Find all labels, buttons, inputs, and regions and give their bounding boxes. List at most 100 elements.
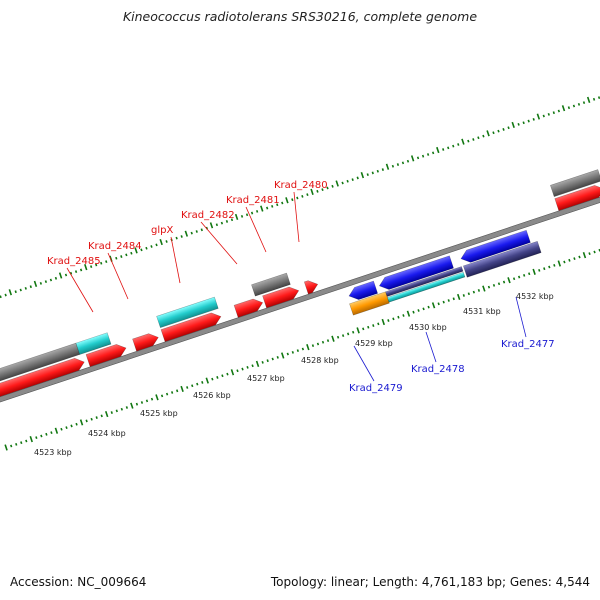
tick-mark-upper — [234, 213, 239, 221]
tick-mark-upper — [557, 109, 560, 113]
tick-mark-upper — [416, 156, 420, 160]
tick-mark-lower — [507, 277, 511, 284]
tick-mark-upper — [19, 288, 22, 292]
tick-mark-lower — [79, 419, 84, 426]
tick-mark-upper — [376, 169, 379, 173]
tick-mark-upper — [522, 121, 525, 125]
tick-mark-lower — [125, 406, 129, 409]
tick-mark-lower — [216, 376, 219, 379]
tick-mark-upper — [250, 211, 254, 215]
tick-mark-lower — [246, 365, 249, 369]
cds-reverse — [348, 280, 378, 300]
gene-label-forward: Krad_2482 — [181, 210, 235, 221]
tick-mark-lower — [65, 426, 68, 430]
tick-mark-upper — [285, 197, 289, 204]
tick-mark-lower — [201, 381, 204, 384]
tick-mark-lower — [532, 268, 536, 275]
tick-mark-upper — [180, 235, 183, 238]
tick-mark-upper — [371, 171, 374, 175]
tick-mark-upper — [39, 281, 43, 285]
tick-mark-upper — [341, 181, 344, 185]
tick-mark-upper — [366, 173, 369, 176]
tick-mark-lower — [538, 268, 541, 272]
tick-mark-upper — [301, 194, 304, 198]
tick-mark-upper — [155, 243, 158, 247]
tick-mark-lower — [15, 442, 18, 446]
tick-mark-upper — [100, 261, 103, 265]
tick-mark-lower — [593, 250, 596, 254]
tick-mark-upper — [150, 245, 153, 248]
tick-mark-lower — [45, 432, 48, 436]
tick-mark-lower — [29, 436, 33, 443]
tick-mark-lower — [417, 309, 420, 312]
tick-row-lower — [4, 248, 600, 451]
tick-mark-lower — [35, 436, 38, 440]
tick-mark-lower — [170, 391, 174, 394]
tick-mark-lower — [271, 357, 274, 361]
tick-mark-lower — [10, 444, 13, 448]
tick-mark-upper — [316, 189, 319, 193]
tick-mark-lower — [205, 377, 209, 384]
tick-mark-upper — [452, 144, 455, 148]
tick-mark-upper — [105, 260, 108, 263]
cds-reverse — [379, 255, 454, 290]
tick-mark-lower — [341, 334, 345, 337]
tick-mark-lower — [582, 252, 587, 259]
tick-mark-lower — [40, 434, 43, 438]
tick-mark-lower — [221, 374, 224, 378]
label-leader-reverse — [425, 331, 437, 363]
tick-mark-upper — [205, 226, 208, 230]
tick-mark-lower — [573, 257, 576, 261]
map-title: Kineococcus radiotolerans SRS30216, comp… — [122, 9, 478, 24]
gene-label-forward: Krad_2485 — [47, 256, 101, 267]
tick-mark-lower — [145, 399, 149, 403]
tick-mark-upper — [266, 206, 269, 210]
tick-mark-upper — [145, 246, 148, 250]
gene-label-forward: glpX — [151, 225, 173, 236]
tick-mark-upper — [245, 213, 249, 217]
tick-mark-upper — [517, 123, 520, 126]
tick-mark-lower — [211, 377, 214, 381]
tick-mark-lower — [487, 285, 491, 289]
tick-mark-upper — [360, 172, 365, 179]
reverse-alt-block — [463, 240, 542, 278]
tick-mark-upper — [532, 117, 535, 121]
tick-mark-lower — [512, 277, 516, 281]
tick-mark-upper — [209, 222, 214, 229]
tick-mark-upper — [140, 248, 143, 252]
tick-mark-upper — [58, 272, 63, 279]
tick-mark-upper — [486, 130, 490, 137]
tick-mark-lower — [381, 318, 385, 326]
tick-mark-upper — [220, 221, 224, 225]
label-leader-reverse — [515, 296, 527, 338]
cds-forward — [85, 344, 127, 368]
tick-mark-lower — [4, 444, 8, 451]
label-leader-reverse — [353, 345, 375, 382]
tick-mark-upper — [175, 236, 178, 240]
tick-mark-lower — [236, 369, 239, 373]
tick-mark-upper — [29, 285, 32, 289]
tick-mark-upper — [331, 184, 334, 188]
tick-mark-upper — [447, 146, 450, 150]
tick-mark-upper — [482, 134, 485, 138]
tick-mark-upper — [64, 273, 68, 277]
tick-mark-upper — [8, 289, 13, 296]
tick-mark-upper — [215, 223, 219, 227]
tick-mark-lower — [261, 360, 264, 364]
tick-mark-upper — [54, 276, 58, 280]
tick-mark-upper — [391, 164, 395, 168]
tick-mark-lower — [557, 260, 562, 267]
tick-mark-upper — [426, 153, 430, 156]
tick-mark-upper — [281, 201, 284, 205]
tick-mark-lower — [352, 330, 355, 334]
tick-mark-lower — [321, 340, 325, 344]
tick-mark-lower — [104, 410, 109, 418]
tick-mark-lower — [437, 302, 440, 306]
tick-mark-upper — [14, 290, 17, 294]
tick-mark-lower — [75, 422, 78, 426]
tick-mark-lower — [301, 347, 305, 351]
cds-forward — [0, 358, 85, 403]
tick-mark-lower — [230, 369, 235, 376]
label-leader-forward — [66, 267, 94, 313]
tick-mark-lower — [442, 300, 445, 304]
